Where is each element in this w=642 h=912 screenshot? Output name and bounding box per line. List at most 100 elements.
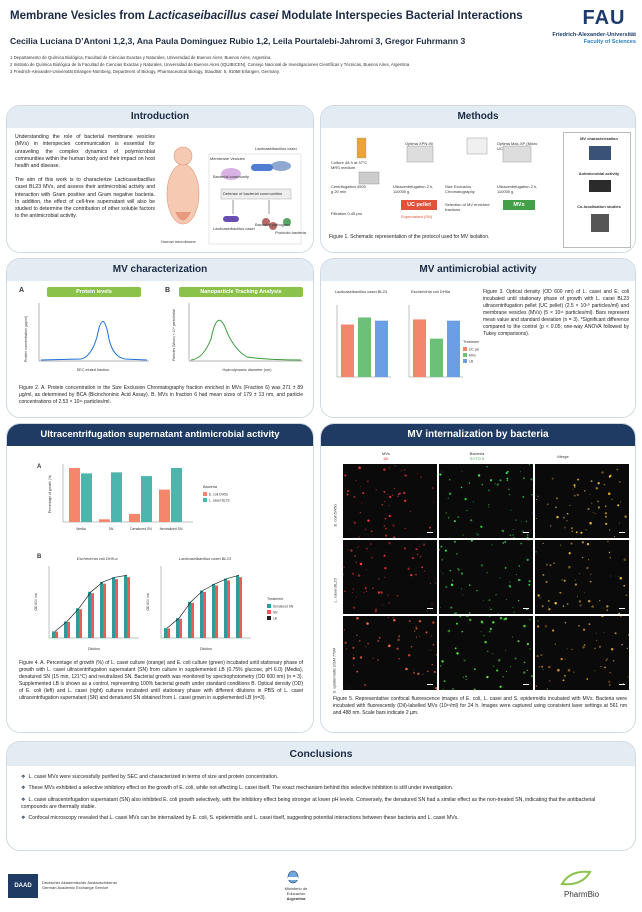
introduction-panel: Introduction Understanding the role of b…	[6, 105, 314, 253]
bar	[358, 317, 371, 377]
bar	[81, 473, 92, 522]
ucsn-b-label: B	[37, 554, 42, 560]
argentina-emblem-icon	[287, 870, 299, 884]
methods-right-icons	[589, 146, 611, 232]
method-step-8: Size Exclusion Chromatography	[445, 184, 475, 194]
affiliations: 1 Departamento de Química Biológica, Fac…	[10, 55, 420, 76]
conclusion-item: ❖ These MVs exhibited a selective inhibit…	[21, 785, 454, 792]
poster-title: Membrane Vesicles from Lacticaseibacillu…	[10, 10, 523, 22]
conclusions-title: Conclusions	[7, 742, 635, 766]
x-axis-label: Hydrodynamic diameter (nm)	[223, 368, 273, 372]
bar	[239, 577, 242, 638]
mv-antimicrobial-chart: Treatment UC pellet MVs LB	[336, 305, 479, 378]
microscopy-image	[535, 540, 629, 615]
legend-label: MVs	[469, 354, 476, 358]
legend-label: LB	[469, 360, 474, 364]
uc-supernatant-panel: Ultracentrifugation supernatant antimicr…	[6, 423, 314, 733]
ucsn-a-label: A	[37, 464, 42, 470]
microscopy-image	[342, 540, 437, 614]
row-label-ecoli: E. coli DH5α	[332, 504, 338, 527]
col-bacteria-label: Bacteria	[469, 451, 485, 456]
legend-swatch	[203, 498, 207, 502]
nta-chart: Particles (Mean) × 10⁹ particles/ml Hydro…	[172, 303, 303, 372]
method-step-4: Optima XPN-90	[405, 141, 434, 146]
x-tick-label: SN	[109, 527, 114, 531]
legend-label: UC pellet	[469, 348, 479, 352]
uc-supernatant-caption: Figure 4. A. Percentage of growth (%) of…	[19, 660, 303, 701]
protein-curve	[40, 321, 148, 361]
line-chart-2-title: Lacticaseibacillus casei BL23	[179, 556, 232, 561]
microscopy-dots	[438, 539, 531, 615]
microscopy-dots	[535, 540, 628, 615]
intro-fig-label-7: Bacterial pathogens	[255, 222, 291, 227]
pharmbio-logo: PharmBio	[564, 890, 600, 899]
x-axis-label: Dilution	[200, 647, 212, 651]
bar	[413, 319, 426, 377]
bar	[236, 575, 239, 638]
bar	[203, 591, 206, 638]
ministerio-line-1: Ministerio de Educación	[284, 886, 308, 896]
legend-label: LB	[273, 617, 277, 621]
bar	[124, 575, 127, 638]
fau-logo: FAU	[582, 7, 626, 29]
intro-fig-label-1: Lacticaseibacillus casei	[255, 146, 297, 151]
fau-subtitle: Friedrich-Alexander-Universität Faculty …	[524, 32, 636, 45]
y-axis-label: OD 600 nm	[34, 593, 38, 611]
affiliation-1: 1 Departamento de Química Biológica, Fac…	[10, 55, 272, 60]
bar	[159, 489, 170, 522]
uc-pellet-box: UC pellet	[401, 200, 437, 210]
mv-antimicrobial-panel: MV antimicrobial activity Lacticaseibaci…	[320, 258, 636, 418]
bar	[99, 519, 110, 522]
microscopy-image	[439, 615, 534, 691]
microscopy-dots	[344, 465, 434, 539]
scale-bar	[619, 684, 625, 685]
intro-fig-label-5: Defense of bacterial communities	[223, 191, 283, 196]
uc-supernatant-title: Ultracentrifugation supernatant antimicr…	[7, 424, 313, 446]
methods-panel: Methods Culture 48 h at 37°C MRS medium …	[320, 105, 636, 253]
affiliation-3: 3 Friedrich-Alexander-Universität Erlang…	[10, 68, 280, 74]
mv-internalization-caption: Figure 5. Representative confocal fluore…	[333, 696, 627, 716]
bar	[447, 320, 460, 377]
legend-label: Denatured SN	[273, 605, 294, 609]
bar	[164, 628, 167, 638]
col-mvs-label: MVs	[382, 451, 390, 456]
conclusions-list: ❖ L. casei MVs were successfully purified…	[21, 774, 623, 826]
bar	[111, 472, 122, 522]
method-step-9: Selection of MV enriched fractions	[445, 202, 490, 212]
bar	[212, 583, 215, 638]
intro-paragraph-1: Understanding the role of bacterial memb…	[15, 134, 155, 170]
method-step-5: Ultracentrifugation 2 h, 110000 g	[393, 184, 434, 194]
bar	[191, 602, 194, 638]
microscopy-image	[343, 464, 437, 539]
pharmbio-leaf-icon	[560, 870, 592, 886]
nta-curve	[190, 319, 302, 361]
x-tick-label: Denatured SN	[130, 527, 152, 531]
conclusions-panel: Conclusions ❖ L. casei MVs were successfu…	[6, 741, 636, 851]
bar	[103, 583, 106, 638]
bar	[112, 577, 115, 638]
methods-equipment	[356, 137, 532, 185]
authors: Cecilia Luciana D’Antoni 1,2,3, Ana Paul…	[10, 36, 466, 46]
line-series	[54, 574, 128, 632]
scale-bar	[619, 608, 625, 609]
panel-b-label: B	[165, 287, 171, 294]
mv-antimicrobial-caption: Figure 3. Optical density (OD 600 nm) of…	[483, 289, 629, 337]
daad-text-2: German Academic Exchange Service	[42, 885, 109, 891]
bar	[79, 609, 82, 638]
protein-chart: Protein concentration (µg/ml) SEC eluted …	[24, 303, 149, 372]
legend-swatch	[267, 616, 271, 620]
fau-subtitle-line2: Faculty of Sciences	[583, 38, 636, 45]
legend-swatch	[203, 492, 207, 496]
legend-swatch	[267, 604, 271, 608]
method-right-label-2: Antimicrobial activity	[578, 171, 620, 176]
scale-bar	[523, 608, 529, 609]
microscopy-dots	[343, 616, 438, 690]
bar	[176, 618, 179, 638]
method-step-11: Ultracentrifugation 2 h, 110000 g	[497, 184, 538, 194]
protein-levels-pill: Protein levels	[47, 287, 141, 297]
microscopy-image	[535, 464, 629, 538]
microscopy-grid	[342, 464, 631, 692]
legend-title: Treatment	[463, 340, 479, 344]
y-axis-label: OD 600 nm	[146, 593, 150, 611]
